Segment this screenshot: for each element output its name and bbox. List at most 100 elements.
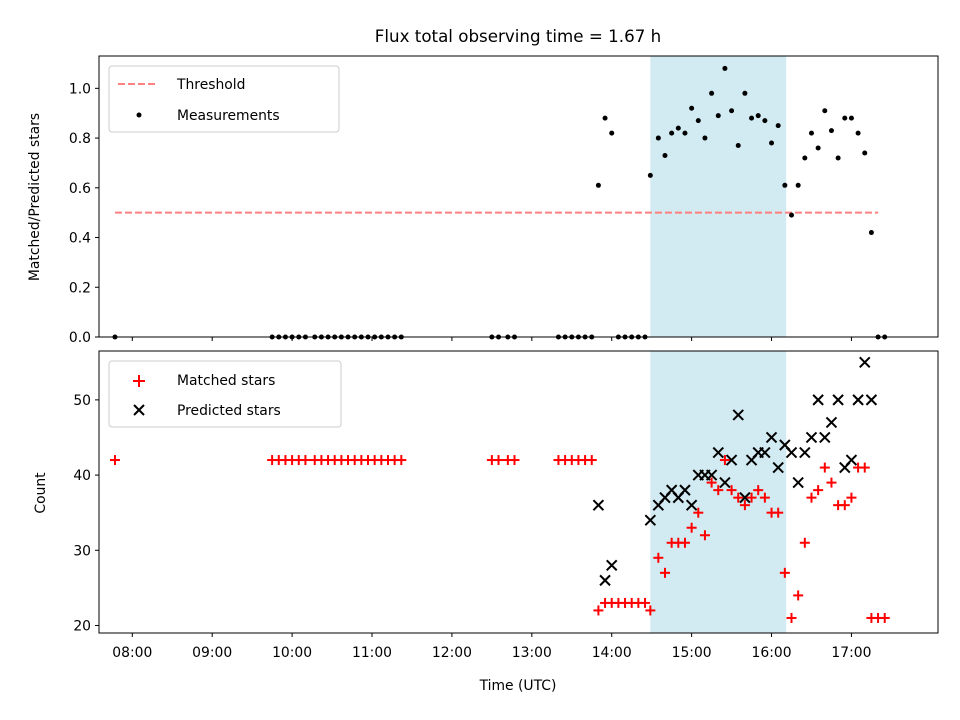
predicted-star-point [805, 431, 818, 444]
measurement-point [822, 108, 828, 114]
legend-threshold-label: Threshold [176, 77, 245, 93]
top-y-axis-label: Matched/Predicted stars [27, 113, 43, 281]
bottom-y-tick-label: 20 [73, 618, 91, 634]
matched-star-point [786, 612, 797, 623]
predicted-star-point [732, 409, 744, 421]
measurement-point [729, 108, 735, 114]
matched-star-point [653, 552, 664, 563]
measurement-point [715, 113, 721, 119]
measurement-point [602, 115, 608, 121]
predicted-star-point [679, 484, 691, 496]
predicted-star-point [606, 559, 618, 572]
matched-star-point [746, 492, 757, 503]
legend-matched-swatch [133, 375, 145, 387]
predicted-star-point [825, 416, 838, 429]
bottom-legend-box [108, 360, 342, 428]
predicted-star-point [765, 431, 778, 444]
bottom-x-ticks: 08:00 09:00 10:00 11:00 12:00 13:00 14:00 15:00… [112, 633, 871, 661]
measurement-point [775, 123, 781, 129]
matched-star-point [713, 485, 724, 496]
legend-predicted-label: Predicted stars [177, 403, 281, 419]
measurement-point [662, 152, 668, 158]
top-points-layer [112, 65, 888, 340]
matched-star-point [659, 567, 670, 578]
matched-star-point [699, 530, 710, 541]
measurement-point [655, 135, 661, 141]
matched-star-point [493, 455, 504, 466]
x-tick-label: 14:00 [592, 645, 632, 661]
measurement-point [848, 115, 854, 121]
measurement-point [682, 130, 688, 136]
predicted-star-point [705, 469, 718, 481]
predicted-star-point [725, 454, 738, 466]
measurement-point [795, 182, 801, 188]
matched-star-point [706, 477, 717, 488]
matched-star-point [739, 500, 750, 511]
top-y-tick-label: 0.0 [69, 330, 91, 346]
measurement-point [789, 212, 795, 218]
predicted-star-point [592, 499, 605, 511]
measurement-point [722, 65, 728, 71]
measurement-point [842, 115, 848, 121]
top-y-tick-label: 1.0 [69, 81, 91, 97]
matched-star-point [396, 455, 407, 466]
top-y-tick-label: 0.8 [69, 131, 91, 147]
predicted-star-point [832, 394, 844, 406]
bottom-y-ticks: 20 30 40 50 [73, 393, 99, 634]
measurement-point [835, 155, 841, 161]
predicted-star-point [685, 499, 698, 511]
matched-star-point [806, 492, 817, 503]
x-tick-label: 10:00 [272, 645, 312, 661]
matched-star-point [879, 612, 890, 623]
predicted-star-point [859, 356, 871, 368]
predicted-star-point [772, 461, 784, 474]
top-y-tick-label: 0.6 [69, 181, 91, 197]
matched-star-point [813, 485, 824, 496]
measurement-point [762, 118, 768, 124]
predicted-star-point [599, 574, 611, 587]
top-y-ticks: 0.0 0.2 0.4 0.6 0.8 1.0 [69, 81, 99, 346]
matched-star-point [753, 485, 764, 496]
bottom-panel: 20 30 40 50 08:00 09:00 10:00 11:00 12:00 13:00 1… [33, 350, 939, 694]
legend-measurements-swatch [136, 112, 142, 118]
x-tick-label: 13:00 [512, 645, 552, 661]
matched-star-point [593, 605, 604, 616]
matched-star-point [859, 462, 870, 473]
matched-star-point [773, 507, 784, 518]
x-tick-label: 12:00 [432, 645, 472, 661]
predicted-star-point [719, 476, 731, 489]
measurement-point [689, 105, 695, 111]
predicted-star-point [785, 446, 798, 459]
predicted-star-point [792, 476, 804, 489]
measurement-point [855, 130, 861, 136]
bottom-y-axis-label: Count [33, 472, 49, 514]
measurement-point [709, 90, 715, 96]
predicted-star-point [819, 431, 831, 444]
top-y-tick-label: 0.4 [69, 231, 91, 247]
x-axis-label: Time (UTC) [479, 678, 557, 694]
matched-star-point [693, 507, 704, 518]
measurement-point [647, 172, 653, 178]
predicted-star-point [739, 491, 751, 504]
predicted-star-point [865, 394, 878, 406]
x-tick-label: 11:00 [352, 645, 392, 661]
predicted-star-point [799, 446, 811, 459]
x-tick-label: 17:00 [831, 645, 871, 661]
matched-star-point [586, 455, 597, 466]
matched-star-point [793, 590, 804, 601]
matched-star-point [686, 522, 697, 533]
bottom-predicted-layer [592, 356, 878, 587]
bottom-y-tick-label: 50 [73, 393, 91, 409]
measurement-point [808, 130, 814, 136]
measurement-point [868, 230, 874, 236]
chart-title: Flux total observing time = 1.67 h [375, 26, 661, 46]
matched-star-point [679, 537, 690, 548]
x-tick-label: 15:00 [672, 645, 712, 661]
bottom-y-tick-label: 30 [73, 543, 91, 559]
predicted-star-point [759, 446, 771, 459]
measurement-point [675, 125, 681, 131]
x-tick-label: 16:00 [752, 645, 792, 661]
measurement-point [669, 130, 675, 136]
matched-star-point [719, 455, 730, 466]
